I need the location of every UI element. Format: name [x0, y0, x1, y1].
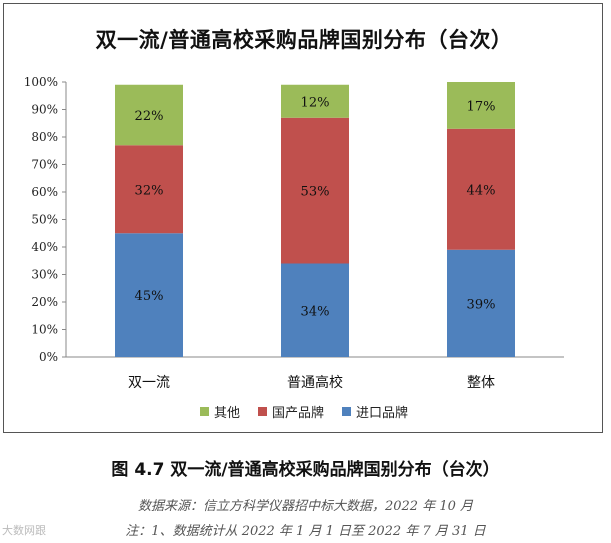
bar-segment — [281, 263, 349, 357]
y-tick-label: 30% — [31, 268, 58, 282]
y-tick-label: 40% — [31, 240, 58, 254]
data-label: 45% — [135, 289, 164, 304]
figure-caption: 图 4.7 双一流/普通高校采购品牌国别分布（台次） — [111, 460, 500, 480]
data-label: 32% — [135, 183, 164, 198]
y-tick-label: 0% — [39, 350, 58, 364]
bar-segment — [281, 117, 349, 264]
legend-label: 国产品牌 — [271, 406, 324, 421]
legend-item: 进口品牌 — [342, 402, 408, 421]
chart-title: 双一流/普通高校采购品牌国别分布（台次） — [95, 28, 513, 52]
y-tick-label: 80% — [31, 130, 58, 144]
footnote: 注：1、数据统计从 2022 年 1 月 1 日至 2022 年 7 月 31 … — [125, 524, 486, 539]
data-label: 39% — [467, 297, 496, 312]
chart-legend: 其他 国产品牌 进口品牌 — [4, 402, 604, 421]
x-category-label: 双一流 — [128, 375, 170, 391]
data-label: 12% — [301, 95, 330, 110]
legend-swatch — [257, 407, 267, 416]
bar-segment — [115, 233, 183, 357]
legend-item: 其他 — [199, 402, 240, 421]
y-tick-label: 90% — [31, 103, 58, 117]
watermark: 大数网跟 — [2, 524, 46, 537]
legend-swatch — [199, 407, 209, 416]
data-label: 22% — [135, 109, 164, 124]
y-tick-label: 50% — [31, 213, 58, 227]
y-tick-label: 60% — [31, 185, 58, 199]
data-label: 53% — [301, 185, 330, 200]
bar-segment — [115, 145, 183, 234]
bar-segment — [115, 84, 183, 146]
x-category-label: 普通高校 — [287, 374, 343, 391]
x-category-label: 整体 — [467, 375, 495, 391]
y-tick-label: 70% — [31, 158, 58, 172]
y-tick-label: 20% — [31, 295, 58, 309]
bar-segment — [281, 84, 349, 118]
data-label: 44% — [467, 183, 496, 198]
y-tick-label: 100% — [24, 75, 58, 89]
source-note: 数据来源：信立方科学仪器招中标大数据，2022 年 10 月 — [137, 499, 474, 514]
chart-frame: 双一流/普通高校采购品牌国别分布（台次） 0% 10% 20% 30% 40% 50% 60… — [3, 3, 603, 433]
y-tick-label: 10% — [31, 323, 58, 337]
bar-segment — [447, 82, 515, 129]
legend-swatch — [342, 407, 351, 416]
bar-segment — [447, 249, 515, 357]
legend-label: 其他 — [213, 406, 240, 421]
data-label: 17% — [467, 99, 496, 114]
data-label: 34% — [301, 304, 330, 319]
bar-segment — [447, 128, 515, 250]
bar-chart: 0% 10% 20% 30% 40% 50% 60% 70% 80% 90% 100% 45% 32% 2… — [24, 75, 564, 391]
legend-label: 进口品牌 — [356, 406, 409, 421]
legend-item: 国产品牌 — [257, 402, 324, 421]
